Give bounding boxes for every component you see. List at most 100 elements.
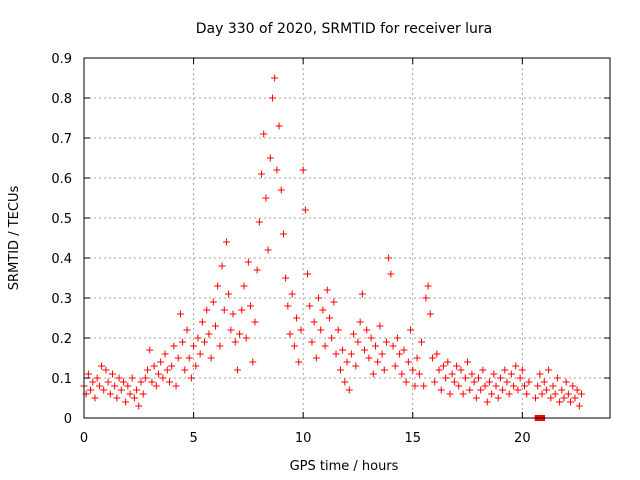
data-point [299, 166, 307, 174]
data-point [446, 390, 454, 398]
data-point [297, 326, 305, 334]
data-point [170, 342, 178, 350]
data-point [551, 390, 559, 398]
data-point [100, 386, 108, 394]
data-point [163, 366, 171, 374]
data-point [231, 338, 239, 346]
data-point [308, 338, 316, 346]
data-point [512, 362, 520, 370]
data-point [279, 230, 287, 238]
data-point [499, 386, 507, 394]
data-point [531, 394, 539, 402]
y-tick-label: 0.4 [51, 252, 72, 267]
data-point [187, 374, 195, 382]
data-point [117, 386, 125, 394]
data-point [87, 386, 95, 394]
data-point [450, 378, 458, 386]
data-point [385, 254, 393, 262]
y-tick-label: 0.8 [51, 92, 72, 107]
data-point [518, 366, 526, 374]
data-point [319, 306, 327, 314]
data-point [558, 386, 566, 394]
data-point [290, 342, 298, 350]
data-point [505, 390, 513, 398]
data-point [227, 326, 235, 334]
data-point [396, 350, 404, 358]
data-point [468, 370, 476, 378]
data-point [567, 398, 575, 406]
data-point [339, 346, 347, 354]
data-point [549, 382, 557, 390]
data-point [575, 402, 583, 410]
data-point [534, 382, 542, 390]
x-tick-labels: 0 5 10 15 20 [80, 431, 531, 446]
data-point [293, 314, 301, 322]
data-point [393, 334, 401, 342]
data-point [253, 266, 261, 274]
data-point [139, 390, 147, 398]
data-point [264, 246, 272, 254]
data-point [260, 130, 268, 138]
data-point [284, 302, 292, 310]
data-point [91, 394, 99, 402]
data-point [536, 370, 544, 378]
data-point [398, 370, 406, 378]
data-point [361, 346, 369, 354]
y-tick-label: 0.5 [51, 212, 72, 227]
data-point [457, 366, 465, 374]
data-point [334, 326, 342, 334]
data-point [389, 342, 397, 350]
data-point [571, 394, 579, 402]
data-point [174, 354, 182, 362]
data-point [262, 194, 270, 202]
data-point [152, 382, 160, 390]
data-point [459, 390, 467, 398]
data-point [113, 394, 121, 402]
data-point [448, 370, 456, 378]
data-point [141, 374, 149, 382]
data-point [496, 374, 504, 382]
data-point [380, 366, 388, 374]
data-point [444, 358, 452, 366]
data-point [148, 378, 156, 386]
data-point [402, 378, 410, 386]
data-point [201, 338, 209, 346]
data-point [336, 366, 344, 374]
data-point [418, 338, 426, 346]
data-point [310, 318, 318, 326]
data-point [433, 350, 441, 358]
data-point [341, 378, 349, 386]
data-point [130, 394, 138, 402]
data-point [564, 390, 572, 398]
data-point [354, 338, 362, 346]
data-point [168, 362, 176, 370]
data-point [507, 370, 515, 378]
data-point [325, 314, 333, 322]
data-point [391, 362, 399, 370]
data-point [477, 386, 485, 394]
data-point [115, 374, 123, 382]
data-point [266, 154, 274, 162]
x-tick-label: 10 [295, 431, 312, 446]
data-point [510, 382, 518, 390]
data-point [461, 374, 469, 382]
data-point [560, 394, 568, 402]
data-point [225, 290, 233, 298]
data-point [150, 362, 158, 370]
data-point [413, 354, 421, 362]
data-point [212, 322, 219, 330]
data-point [98, 362, 106, 370]
y-tick-label: 0.7 [51, 132, 72, 147]
data-point [556, 398, 564, 406]
data-point [374, 358, 382, 366]
data-point [251, 318, 259, 326]
data-point [176, 310, 184, 318]
data-point [315, 294, 323, 302]
data-point [119, 378, 127, 386]
data-point [376, 322, 384, 330]
data-point [273, 166, 281, 174]
data-point [569, 382, 577, 390]
data-point [183, 326, 191, 334]
data-point [516, 374, 524, 382]
data-point [514, 386, 522, 394]
